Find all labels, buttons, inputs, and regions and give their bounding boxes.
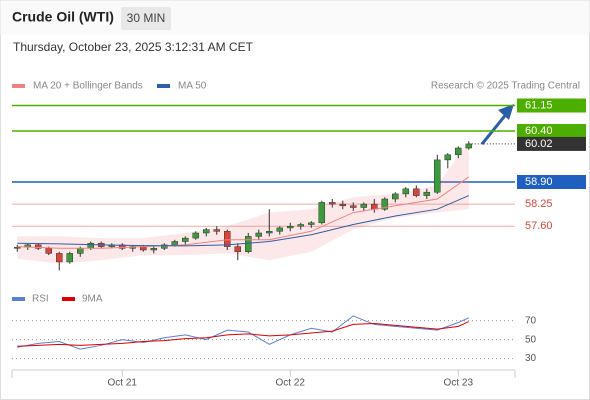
- timeframe: 30 MIN: [127, 11, 166, 25]
- indicator-line: [17, 315, 470, 350]
- candle-body: [339, 203, 347, 207]
- y-tick-label: 50: [525, 334, 537, 345]
- y-tick-label: 70: [525, 315, 537, 326]
- candle-body: [14, 247, 21, 249]
- candle-body: [402, 188, 410, 195]
- ma-line: [17, 195, 469, 247]
- credit: Research © 2025 Trading Central: [431, 81, 580, 92]
- candle-body: [56, 253, 63, 263]
- candle-body: [287, 225, 294, 229]
- level-label: 60.40: [525, 125, 553, 137]
- level-label: 57.60: [525, 220, 553, 232]
- candle-body: [66, 253, 74, 263]
- candle-body: [213, 229, 221, 232]
- candle-body: [45, 248, 53, 254]
- legend-swatch: [12, 84, 25, 88]
- legend-swatch: [12, 297, 25, 301]
- candle-body: [150, 248, 158, 251]
- x-tick-label: Oct 23: [444, 378, 474, 389]
- candle-body: [182, 237, 189, 242]
- legend-label: 9MA: [82, 294, 103, 305]
- bollinger-band: [17, 141, 469, 264]
- candle-body: [392, 193, 399, 200]
- candle-body: [192, 232, 200, 239]
- candle-body: [35, 244, 42, 249]
- candle-body: [329, 202, 336, 205]
- level-label-box: [517, 124, 586, 138]
- candle-body: [161, 244, 168, 249]
- ma-line: [17, 176, 470, 249]
- candle-body: [266, 231, 273, 234]
- y-tick-label: 30: [525, 353, 537, 364]
- candle-body: [350, 205, 357, 208]
- candle-body: [413, 188, 420, 196]
- legend-label: MA 50: [178, 81, 207, 92]
- legend-swatch: [157, 84, 170, 88]
- candle-body: [171, 241, 179, 246]
- title: Crude Oil (WTI): [12, 9, 114, 25]
- candle-body: [381, 198, 389, 210]
- candle-body: [234, 246, 242, 252]
- x-tick-label: Oct 21: [108, 378, 138, 389]
- candle-body: [455, 147, 462, 156]
- candle-body: [297, 224, 305, 227]
- candle-body: [434, 159, 441, 193]
- legend-swatch: [62, 297, 75, 301]
- level-label-box: [517, 136, 586, 151]
- datetime: Thursday, October 23, 2025 3:12:31 AM CE…: [13, 40, 254, 54]
- forecast-arrow: [480, 111, 510, 145]
- candle-body: [318, 202, 326, 224]
- level-label: 58.25: [525, 198, 553, 210]
- candle-body: [360, 203, 368, 208]
- level-label: 60.02: [525, 138, 553, 150]
- x-tick-label: Oct 22: [276, 378, 306, 389]
- legend-label: RSI: [32, 294, 49, 305]
- legend-label: MA 20 + Bollinger Bands: [33, 81, 143, 92]
- header-bar: [0, 0, 590, 35]
- candle-body: [423, 191, 431, 196]
- candle-body: [308, 222, 315, 225]
- level-label-box: [517, 98, 586, 113]
- candle-body: [245, 236, 252, 252]
- arrow-head: [498, 104, 514, 120]
- timeframe-box: [121, 7, 171, 30]
- candle-body: [465, 143, 473, 149]
- indicator-line: [17, 321, 470, 347]
- candle-body: [203, 229, 210, 234]
- candle-body: [224, 231, 231, 247]
- candle-body: [444, 154, 452, 161]
- level-label: 58.90: [525, 176, 553, 188]
- level-label: 61.15: [525, 99, 553, 111]
- candle-body: [255, 232, 263, 237]
- candle-body: [276, 227, 284, 232]
- level-label-box: [517, 175, 586, 189]
- candle-body: [77, 248, 84, 254]
- candle-body: [87, 242, 95, 249]
